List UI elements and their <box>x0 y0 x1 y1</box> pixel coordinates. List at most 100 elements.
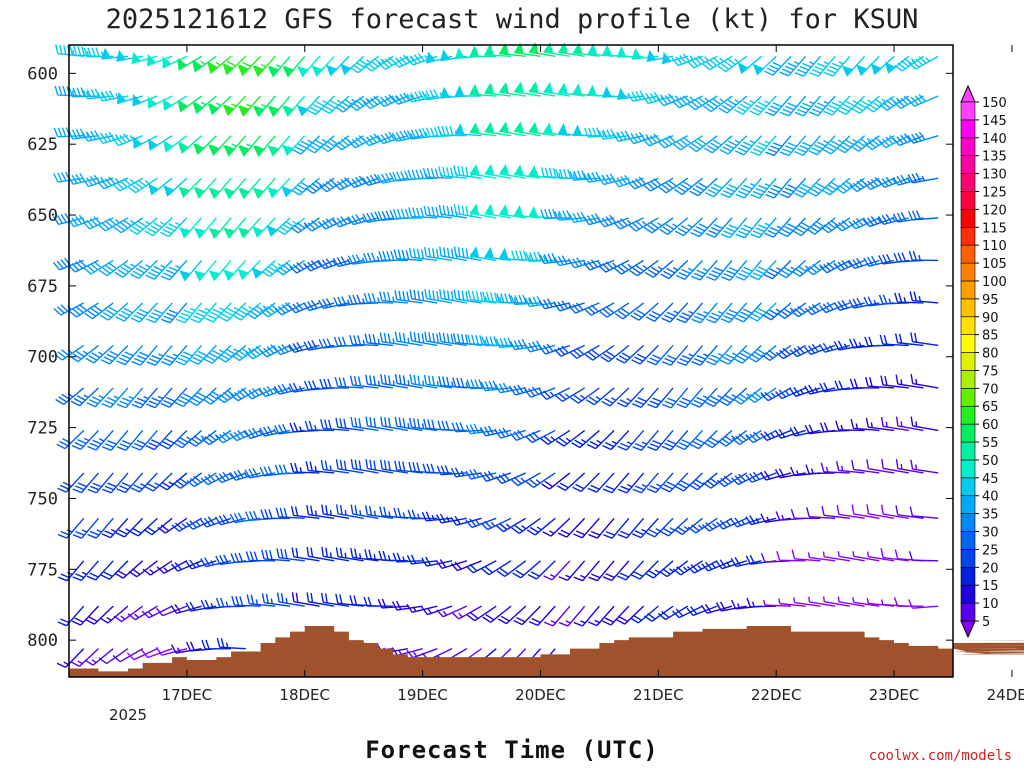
barb-flag <box>409 331 413 342</box>
barb-flag <box>189 601 196 611</box>
barb-staff <box>681 177 703 195</box>
wind-barb <box>794 95 821 117</box>
wind-barb <box>363 55 394 72</box>
barb-staff <box>367 513 394 519</box>
wind-barb <box>524 340 556 353</box>
barb-flag <box>453 333 457 343</box>
barb-flag <box>344 136 353 144</box>
barb-flag <box>446 376 450 387</box>
wind-barb <box>675 429 704 451</box>
barb-flag <box>660 273 670 280</box>
wind-barb <box>511 250 541 262</box>
barb-half-flag <box>336 99 342 104</box>
barb-flag <box>901 252 907 262</box>
barb-half-flag <box>168 481 174 486</box>
barb-flag <box>438 204 442 215</box>
barb-flag <box>442 376 446 386</box>
wind-barb <box>642 177 674 192</box>
barb-flag <box>799 144 809 150</box>
barb-flag <box>690 58 698 67</box>
barb-flag <box>193 60 203 68</box>
barb-flag <box>112 183 121 192</box>
barb-flag <box>502 427 510 437</box>
barb-flag <box>471 334 475 345</box>
barb-flag <box>193 475 202 483</box>
barb-flag <box>750 193 760 199</box>
barb-flag <box>189 477 199 486</box>
barb-flag <box>208 62 218 69</box>
barb-flag <box>797 265 807 273</box>
barb-flag <box>738 433 747 441</box>
barb-half-flag <box>204 307 211 312</box>
barb-flag <box>739 393 748 400</box>
wind-barb <box>99 302 129 321</box>
barb-flag <box>531 386 539 395</box>
barb-half-flag <box>145 264 151 268</box>
barb-flag <box>100 359 111 365</box>
barb-flag <box>304 420 309 431</box>
barb-flag <box>150 268 161 275</box>
barb-flag <box>616 220 625 228</box>
barb-flag <box>908 550 913 561</box>
barb-flag <box>285 221 295 228</box>
barb-staff <box>293 514 320 519</box>
wind-barb <box>587 605 615 627</box>
barb-staff <box>471 517 497 529</box>
barb-flag <box>723 190 733 196</box>
barb-flag <box>211 390 221 398</box>
barb-flag <box>911 97 919 106</box>
barb-flag <box>76 395 86 401</box>
barb-flag <box>850 145 859 152</box>
barb-staff <box>182 387 203 408</box>
barb-flag <box>453 246 457 256</box>
colorbar-swatch <box>960 298 976 318</box>
wind-barb <box>260 509 291 520</box>
barb-staff <box>581 517 600 539</box>
barb-flag <box>259 349 268 358</box>
barb-flag <box>552 208 557 219</box>
barb-staff <box>490 605 512 623</box>
barb-staff <box>729 302 748 323</box>
barb-flag <box>358 418 362 428</box>
barb-staff <box>784 302 807 319</box>
barb-half-flag <box>344 552 347 559</box>
barb-staff <box>442 605 468 618</box>
wind-barb <box>494 427 526 439</box>
barb-staff <box>750 605 777 608</box>
barb-flag <box>561 255 568 265</box>
barb-staff <box>596 472 615 493</box>
barb-flag <box>542 344 550 354</box>
barb-flag <box>63 45 67 55</box>
barb-flag <box>131 445 141 451</box>
barb-flag <box>715 602 722 612</box>
wind-barb <box>379 291 408 304</box>
barb-staff <box>685 387 704 409</box>
barb-flag <box>617 265 626 273</box>
barb-staff <box>809 556 836 562</box>
wind-barb <box>631 560 659 580</box>
barb-flag <box>753 391 762 399</box>
barb-flag <box>89 218 98 226</box>
wind-barb <box>83 259 114 275</box>
barb-half-flag <box>214 228 220 233</box>
barb-flag <box>161 481 171 488</box>
barb-flag <box>618 355 628 361</box>
barb-flag <box>355 214 362 223</box>
barb-flag <box>719 601 726 611</box>
wind-barb <box>307 95 335 116</box>
barb-flag <box>433 89 439 99</box>
wind-barb <box>778 217 807 238</box>
wind-barb <box>806 507 836 519</box>
barb-staff <box>817 95 836 117</box>
wind-barb <box>160 387 188 408</box>
barb-flag <box>746 597 751 608</box>
barb-staff <box>529 344 556 353</box>
barb-flag <box>130 487 140 493</box>
barb-flag <box>126 652 135 661</box>
barb-flag <box>629 269 638 277</box>
barb-flag <box>274 425 280 435</box>
barb-flag <box>147 227 157 234</box>
wind-barb <box>450 515 482 526</box>
wind-barb <box>304 217 335 232</box>
barb-flag <box>796 189 806 195</box>
